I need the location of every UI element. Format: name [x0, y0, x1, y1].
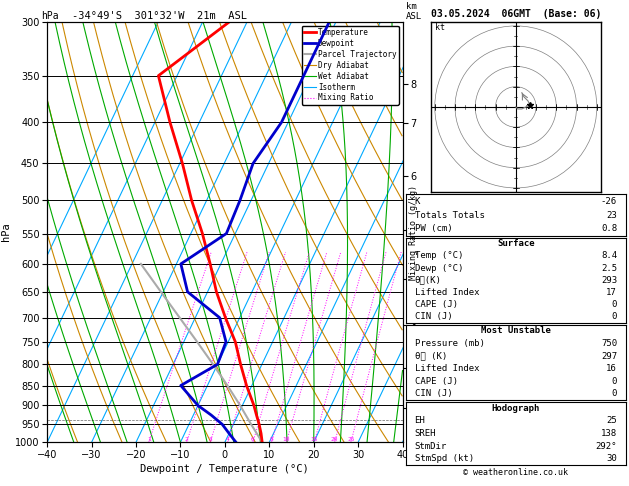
Text: 4: 4 [226, 437, 230, 442]
Text: Surface: Surface [497, 239, 535, 248]
Text: 8.4: 8.4 [601, 251, 617, 260]
Text: 0: 0 [611, 389, 617, 398]
Text: PW (cm): PW (cm) [415, 225, 452, 233]
Text: 03.05.2024  06GMT  (Base: 06): 03.05.2024 06GMT (Base: 06) [431, 9, 601, 19]
Text: Most Unstable: Most Unstable [481, 327, 551, 335]
Text: 0: 0 [611, 377, 617, 386]
Text: 138: 138 [601, 429, 617, 438]
Text: CAPE (J): CAPE (J) [415, 300, 457, 309]
Text: 16: 16 [606, 364, 617, 373]
Text: 293: 293 [601, 276, 617, 285]
Text: CIN (J): CIN (J) [415, 389, 452, 398]
Text: 3: 3 [208, 437, 212, 442]
Text: EH: EH [415, 417, 425, 425]
Text: 1: 1 [147, 437, 151, 442]
Text: Mixing Ratio (g/kg): Mixing Ratio (g/kg) [409, 185, 418, 279]
Text: 292°: 292° [596, 442, 617, 451]
Text: 0.8: 0.8 [601, 225, 617, 233]
Text: km
ASL: km ASL [406, 2, 422, 21]
Text: 15: 15 [311, 437, 318, 442]
Text: Totals Totals: Totals Totals [415, 210, 484, 220]
Text: Lifted Index: Lifted Index [415, 288, 479, 297]
X-axis label: Dewpoint / Temperature (°C): Dewpoint / Temperature (°C) [140, 464, 309, 474]
Text: K: K [415, 197, 420, 206]
Text: 2: 2 [185, 437, 189, 442]
Text: 297: 297 [601, 351, 617, 361]
Y-axis label: hPa: hPa [1, 223, 11, 242]
Text: 2.5: 2.5 [601, 263, 617, 273]
Text: 17: 17 [606, 288, 617, 297]
Text: LCL: LCL [406, 415, 421, 424]
Text: -34°49'S  301°32'W  21m  ASL: -34°49'S 301°32'W 21m ASL [72, 11, 247, 21]
Text: Hodograph: Hodograph [492, 404, 540, 413]
Text: 8: 8 [270, 437, 274, 442]
Text: CAPE (J): CAPE (J) [415, 377, 457, 386]
Text: hPa: hPa [41, 11, 58, 21]
Text: θᴇ (K): θᴇ (K) [415, 351, 447, 361]
Text: 0: 0 [611, 300, 617, 309]
Text: 30: 30 [606, 454, 617, 463]
Text: 6: 6 [251, 437, 255, 442]
Text: StmDir: StmDir [415, 442, 447, 451]
Text: CIN (J): CIN (J) [415, 312, 452, 321]
Text: StmSpd (kt): StmSpd (kt) [415, 454, 474, 463]
Text: Dewp (°C): Dewp (°C) [415, 263, 463, 273]
Text: SREH: SREH [415, 429, 436, 438]
Text: 0: 0 [611, 312, 617, 321]
Text: Pressure (mb): Pressure (mb) [415, 339, 484, 348]
Text: -26: -26 [601, 197, 617, 206]
Text: 750: 750 [601, 339, 617, 348]
Text: kt: kt [435, 23, 445, 32]
Text: 25: 25 [347, 437, 355, 442]
Text: Lifted Index: Lifted Index [415, 364, 479, 373]
Legend: Temperature, Dewpoint, Parcel Trajectory, Dry Adiabat, Wet Adiabat, Isotherm, Mi: Temperature, Dewpoint, Parcel Trajectory… [302, 26, 399, 104]
Text: θᴇ(K): θᴇ(K) [415, 276, 442, 285]
Text: © weatheronline.co.uk: © weatheronline.co.uk [464, 468, 568, 477]
Text: 20: 20 [331, 437, 338, 442]
Text: 25: 25 [606, 417, 617, 425]
Text: 23: 23 [606, 210, 617, 220]
Text: Temp (°C): Temp (°C) [415, 251, 463, 260]
Text: 10: 10 [282, 437, 290, 442]
